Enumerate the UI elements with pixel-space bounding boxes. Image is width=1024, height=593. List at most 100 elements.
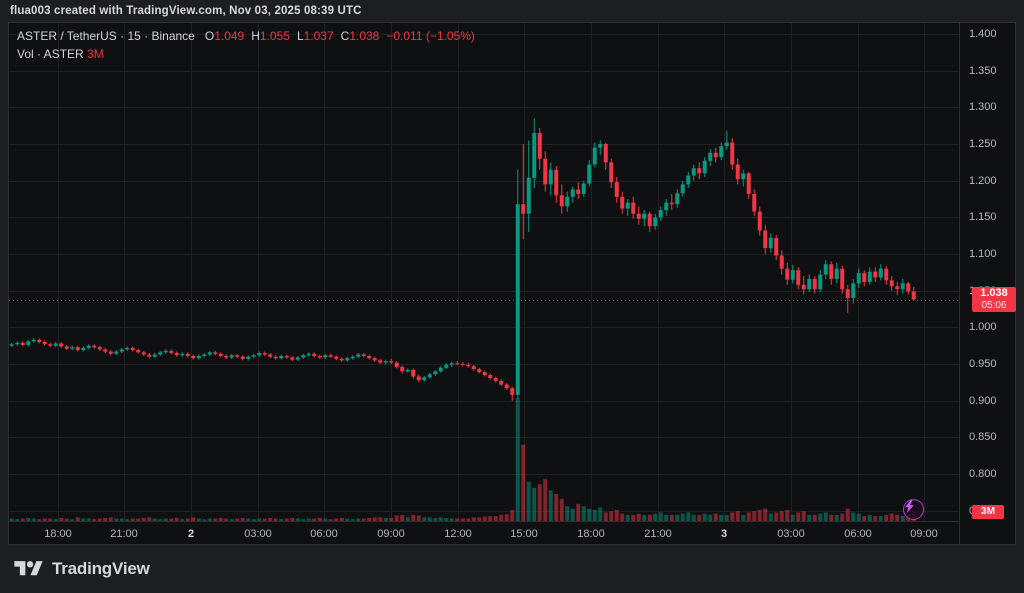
volume-bar [42,518,47,521]
symbol-title: ASTER / TetherUS · 15 · Binance [17,29,195,43]
candle-body [229,355,234,358]
volume-bar [790,514,795,521]
candle-body [570,189,575,197]
price-tick-label: 1.350 [969,64,997,77]
volume-bar [581,506,586,521]
candle-body [609,162,614,183]
candle-body [741,173,746,180]
candle-body [114,351,119,354]
volume-bar [521,444,526,521]
volume-bar [884,514,889,521]
volume-bar [251,519,256,521]
volume-bar [416,515,421,521]
volume-bar [796,512,801,521]
volume-bar [284,518,289,521]
candle-body [708,152,713,161]
volume-bar [114,518,119,521]
price-axis[interactable]: 1.4001.3501.3001.2501.2001.1501.1001.050… [959,23,1017,546]
candle-body [202,354,207,356]
candle-body [823,264,828,275]
volume-bar [499,514,504,521]
price-pane[interactable]: ASTER / TetherUS · 15 · Binance O1.049 H1.… [9,23,959,521]
close-value: 1.038 [349,29,380,43]
candle-body [378,360,383,363]
candle-body [625,202,630,209]
volume-bar [174,517,179,521]
candle-body [411,369,416,377]
candle-body [70,347,75,349]
time-tick-label-day: 2 [187,528,195,540]
volume-bar [158,519,163,521]
volume-bar [48,518,53,521]
candle-body [31,339,36,342]
volume-bar [895,514,900,521]
candle-body [713,152,718,158]
volume-bar [757,509,762,521]
volume-bar [449,518,454,521]
lightning-button[interactable] [903,499,924,520]
candle-body [878,268,883,278]
candle-body [136,350,141,353]
candle-body [845,289,850,299]
candle-body [301,355,306,358]
volume-bar [834,514,839,521]
high-value: 1.055 [259,29,290,43]
volume-bar [862,516,867,521]
volume-bar [565,506,570,521]
volume-bar [691,514,696,521]
candle-body [521,204,526,214]
volume-bar [433,517,438,521]
volume-bar [774,512,779,521]
candle-body [785,268,790,280]
candle-body [42,342,47,345]
candle-body [367,355,372,359]
candle-body [587,164,592,184]
tradingview-logo-link[interactable]: TradingView [14,558,150,580]
volume-bar [70,519,75,521]
volume-bar [15,519,20,521]
candle-body [158,352,163,355]
candle-body [119,349,124,352]
footer-bar: TradingView [0,545,1024,593]
volume-bar [92,519,97,521]
candlestick-chart [9,23,959,521]
volume-bar [867,514,872,521]
volume-bar [735,511,740,521]
volume-bar [81,518,86,521]
candle-body [774,237,779,256]
candle-body [680,184,685,194]
volume-bar [889,513,894,521]
lightning-bolt-icon [905,500,914,513]
volume-bar [829,514,834,521]
open-label: O [204,29,215,43]
candle-body [37,339,42,343]
candle-body [592,147,597,165]
volume-bar [86,518,91,521]
volume-bar [372,517,377,521]
volume-bar [213,518,218,521]
time-axis[interactable]: 18:00 21:00 2 03:00 06:00 09:00 12:00 15:00 18:0… [9,521,959,546]
candle-body [240,356,245,359]
volume-bar [576,503,581,521]
volume-bar [460,518,465,521]
volume-bar [812,514,817,521]
candle-body [405,369,410,372]
volume-bar [702,513,707,521]
volume-bar [218,517,223,521]
volume-bar [785,509,790,521]
candle-body [482,372,487,376]
volume-bar [196,518,201,521]
volume-bar [400,514,405,521]
volume-bar [675,514,680,521]
volume-bar [103,517,108,521]
tradingview-logo-icon [14,561,43,576]
volume-bar [900,516,905,521]
volume-bar [543,479,548,521]
candle-body [779,255,784,269]
volume-bar [625,514,630,521]
volume-bar [631,514,636,521]
volume-bar [554,493,559,521]
price-tick-label: 1.100 [969,248,997,261]
candle-body [92,345,97,348]
